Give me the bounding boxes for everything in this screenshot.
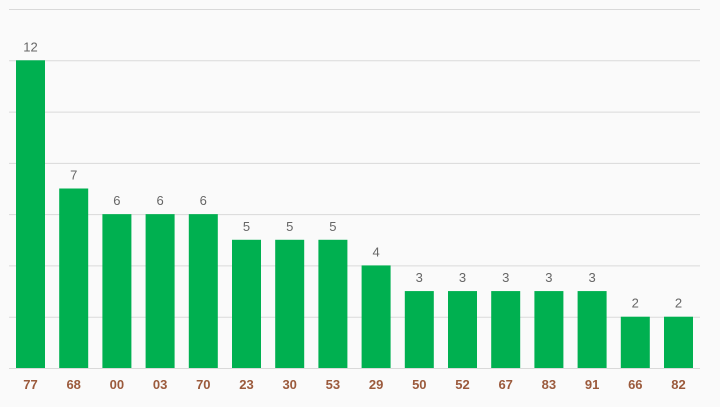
bar [448,291,477,368]
value-label: 2 [632,296,639,311]
bar [275,239,305,368]
bar [664,316,693,368]
bar [232,239,261,368]
x-tick-label: 68 [66,377,80,392]
bar [620,316,650,368]
value-label: 6 [113,193,120,208]
bar [404,291,434,368]
x-tick-label: 00 [110,377,124,392]
bar [102,214,132,368]
x-tick-label: 91 [585,377,599,392]
value-label: 6 [200,193,207,208]
x-tick-label: 50 [412,377,426,392]
x-tick-label: 53 [326,377,340,392]
x-tick-label: 70 [196,377,210,392]
bar [491,291,521,368]
value-label: 4 [372,244,379,259]
x-tick-label: 03 [153,377,167,392]
value-label: 5 [329,219,336,234]
value-label: 3 [459,270,466,285]
bar [59,188,89,368]
x-tick-label: 52 [455,377,469,392]
value-label: 3 [502,270,509,285]
bar [361,265,391,368]
value-label: 5 [243,219,250,234]
value-label: 3 [416,270,423,285]
value-label: 12 [23,39,37,54]
value-label: 5 [286,219,293,234]
value-label: 3 [588,270,595,285]
value-label: 2 [675,296,682,311]
bar [577,291,607,368]
bar [145,214,175,368]
x-tick-label: 29 [369,377,383,392]
bar [534,291,564,368]
value-label: 3 [545,270,552,285]
x-tick-label: 82 [671,377,685,392]
bar [16,60,45,369]
x-tick-label: 30 [282,377,296,392]
x-tick-label: 77 [23,377,37,392]
bar [318,239,348,368]
x-tick-label: 67 [498,377,512,392]
x-tick-label: 83 [542,377,556,392]
value-label: 6 [156,193,163,208]
x-tick-label: 23 [239,377,253,392]
value-label: 7 [70,168,77,183]
x-tick-label: 66 [628,377,642,392]
bar [188,214,218,368]
